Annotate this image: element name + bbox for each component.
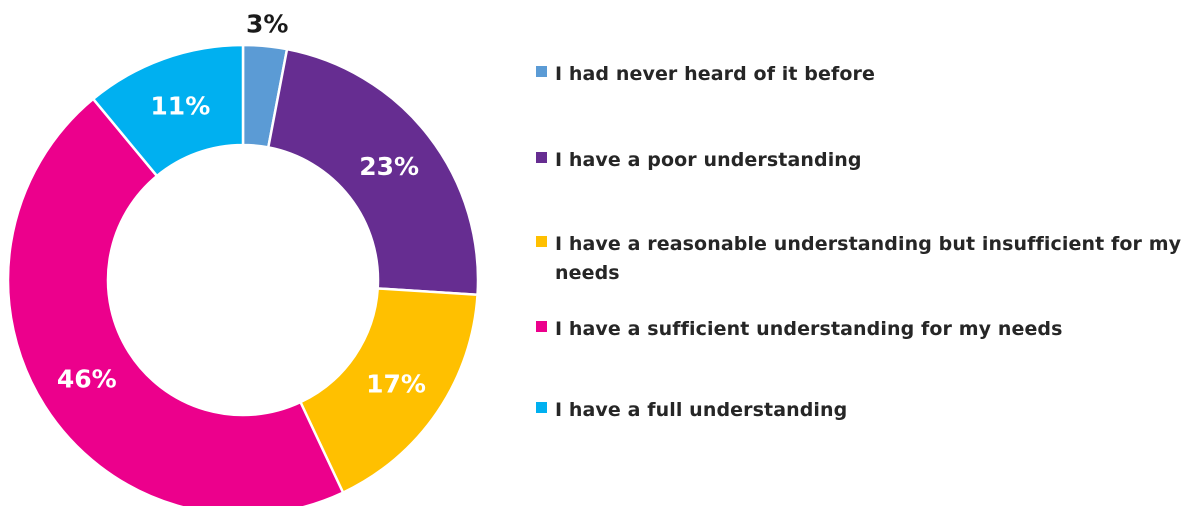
legend-item-poor-understanding: I have a poor understanding <box>536 146 1195 175</box>
slice-reasonable <box>298 287 479 495</box>
legend-item-reasonable-understanding: I have a reasonable understanding but in… <box>536 230 1195 288</box>
slice-sufficient <box>6 97 345 506</box>
label-reasonable: 17% <box>366 369 426 398</box>
legend-item-sufficient-understanding: I have a sufficient understanding for my… <box>536 315 1195 344</box>
legend-swatch <box>536 402 547 413</box>
label-never-heard: 3% <box>246 10 288 39</box>
legend-item-never-heard: I had never heard of it before <box>536 60 1195 89</box>
slice-full <box>91 43 245 178</box>
legend-label: I have a reasonable understanding but in… <box>555 233 1182 284</box>
legend-swatch <box>536 152 547 163</box>
label-poor: 23% <box>359 152 419 181</box>
legend-label: I had never heard of it before <box>555 63 875 85</box>
legend-label: I have a sufficient understanding for my… <box>555 318 1063 340</box>
donut-chart: 3% 23% 17% 46% 11% <box>6 10 480 506</box>
label-sufficient: 46% <box>57 365 117 394</box>
label-full: 11% <box>150 91 210 120</box>
legend-swatch <box>536 66 547 77</box>
legend-label: I have a full understanding <box>555 399 848 421</box>
legend-swatch <box>536 321 547 332</box>
legend-item-full-understanding: I have a full understanding <box>536 396 1195 425</box>
legend-label: I have a poor understanding <box>555 149 862 171</box>
legend-swatch <box>536 236 547 247</box>
slice-poor <box>266 47 480 297</box>
